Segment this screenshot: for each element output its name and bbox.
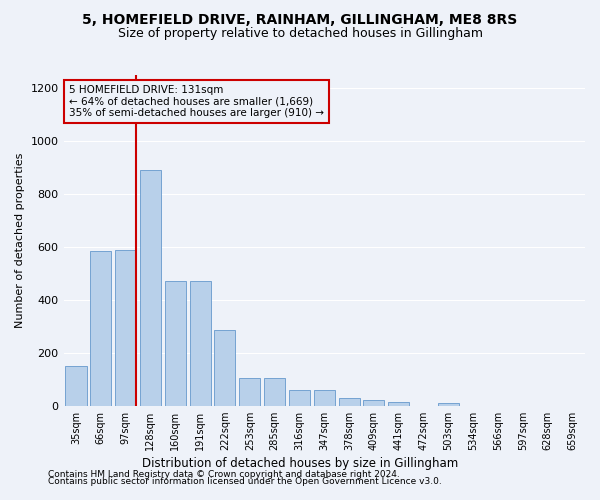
Bar — [214, 330, 235, 406]
Bar — [314, 390, 335, 406]
Bar — [90, 251, 112, 406]
Text: 5, HOMEFIELD DRIVE, RAINHAM, GILLINGHAM, ME8 8RS: 5, HOMEFIELD DRIVE, RAINHAM, GILLINGHAM,… — [82, 12, 518, 26]
Y-axis label: Number of detached properties: Number of detached properties — [15, 152, 25, 328]
Bar — [388, 402, 409, 406]
Bar — [190, 282, 211, 406]
Bar — [264, 378, 285, 406]
Bar — [65, 366, 86, 406]
Bar — [338, 398, 359, 406]
Text: Distribution of detached houses by size in Gillingham: Distribution of detached houses by size … — [142, 458, 458, 470]
Bar — [140, 170, 161, 406]
Bar — [239, 378, 260, 406]
Text: 5 HOMEFIELD DRIVE: 131sqm
← 64% of detached houses are smaller (1,669)
35% of se: 5 HOMEFIELD DRIVE: 131sqm ← 64% of detac… — [69, 85, 324, 118]
Text: Contains HM Land Registry data © Crown copyright and database right 2024.: Contains HM Land Registry data © Crown c… — [48, 470, 400, 479]
Bar — [115, 250, 136, 406]
Bar — [438, 403, 459, 406]
Text: Size of property relative to detached houses in Gillingham: Size of property relative to detached ho… — [118, 28, 482, 40]
Text: Contains public sector information licensed under the Open Government Licence v3: Contains public sector information licen… — [48, 477, 442, 486]
Bar — [165, 282, 186, 406]
Bar — [289, 390, 310, 406]
Bar — [364, 400, 385, 406]
